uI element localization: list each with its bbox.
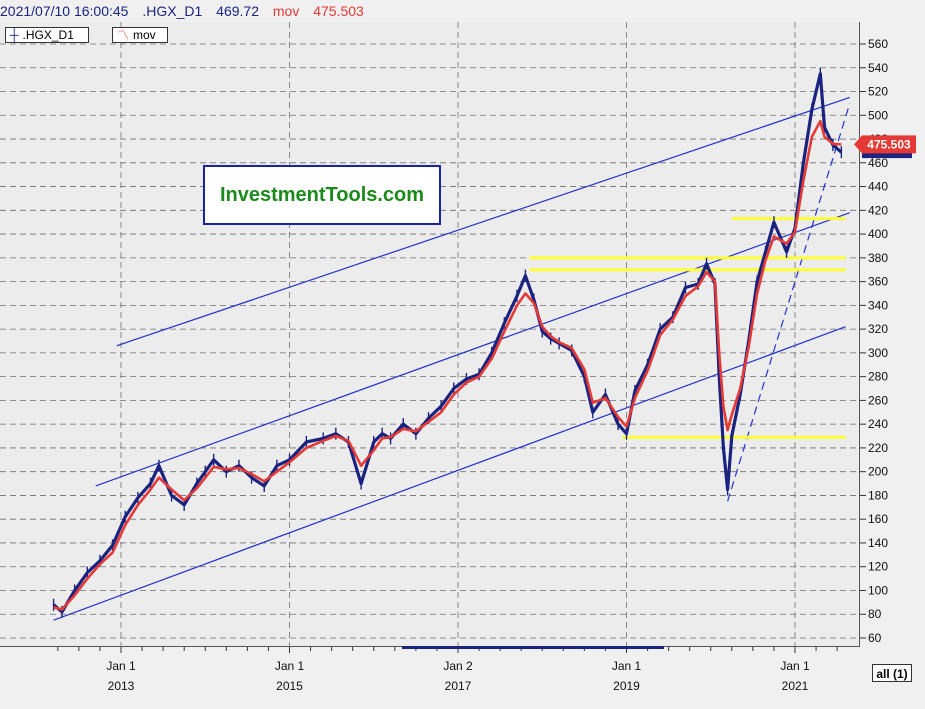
header-indicator-value: 475.503 [313, 3, 364, 19]
price-marker [862, 146, 912, 159]
x-tick-year: 2019 [613, 679, 640, 693]
y-tick-label: 500 [868, 108, 888, 122]
x-tick-year: 2017 [445, 679, 472, 693]
y-tick-label: 460 [868, 156, 888, 170]
y-tick-label: 400 [868, 227, 888, 241]
y-tick-label: 560 [868, 37, 888, 51]
y-tick-label: 140 [868, 536, 888, 550]
y-tick-label: 420 [868, 203, 888, 217]
x-tick-year: 2013 [108, 679, 135, 693]
mov-marker [862, 135, 916, 154]
y-tick-label: 220 [868, 441, 888, 455]
y-tick-label: 100 [868, 583, 888, 597]
plot-area[interactable] [0, 22, 860, 647]
bar-series-icon: ┼ [10, 28, 19, 42]
x-axis: Jan 1 2013 Jan 1 2015 Jan 2 2017 Jan 1 2019 Jan … [57, 647, 838, 693]
line-series-icon: 〽 [117, 28, 130, 42]
legend-item-hgx[interactable]: ┼ .HGX_D1 [5, 27, 89, 43]
header-timestamp: 2021/07/10 16:00:45 [0, 3, 129, 19]
y-tick-label: 440 [868, 180, 888, 194]
y-tick-label: 80 [868, 607, 882, 621]
y-tick-label: 480 [868, 132, 888, 146]
watermark-logo: InvestmentTools.com [203, 165, 441, 225]
y-tick-label: 380 [868, 251, 888, 265]
header-indicator-name: mov [272, 3, 300, 19]
legend-item-mov[interactable]: 〽 mov [112, 27, 168, 43]
y-tick-label: 360 [868, 275, 888, 289]
x-tick-label: Jan 1 [106, 659, 136, 673]
y-tick-label: 320 [868, 322, 888, 336]
x-tick-label: Jan 1 [612, 659, 642, 673]
y-tick-label: 180 [868, 488, 888, 502]
y-tick-label: 60 [868, 631, 882, 645]
y-tick-label: 300 [868, 346, 888, 360]
header-symbol: .HGX_D1 [142, 3, 203, 19]
mov-marker-label: 475.503 [867, 137, 911, 151]
y-axis: 60 80 100 120 140 160 180 200 220 240 260 280 300 320… [860, 37, 888, 645]
legend-label-mov: mov [133, 28, 156, 42]
y-tick-label: 200 [868, 465, 888, 479]
x-tick-year: 2015 [276, 679, 303, 693]
y-tick-label: 340 [868, 298, 888, 312]
y-tick-label: 120 [868, 560, 888, 574]
legend-label-hgx: .HGX_D1 [22, 28, 74, 42]
markers: 475.503 [854, 135, 916, 159]
y-tick-label: 160 [868, 512, 888, 526]
header-price: 469.72 [216, 3, 259, 19]
chart-header: 2021/07/10 16:00:45 .HGX_D1 469.72 mov 4… [0, 0, 925, 22]
y-tick-label: 540 [868, 61, 888, 75]
y-tick-label: 280 [868, 370, 888, 384]
x-tick-year: 2021 [782, 679, 809, 693]
horizontal-scrollbar[interactable] [402, 646, 664, 649]
x-tick-label: Jan 1 [275, 659, 305, 673]
y-tick-label: 240 [868, 417, 888, 431]
y-tick-label: 260 [868, 393, 888, 407]
x-tick-label: Jan 1 [780, 659, 810, 673]
all-button[interactable]: all (1) [872, 664, 912, 682]
y-tick-label: 520 [868, 85, 888, 99]
x-tick-label: Jan 2 [443, 659, 473, 673]
